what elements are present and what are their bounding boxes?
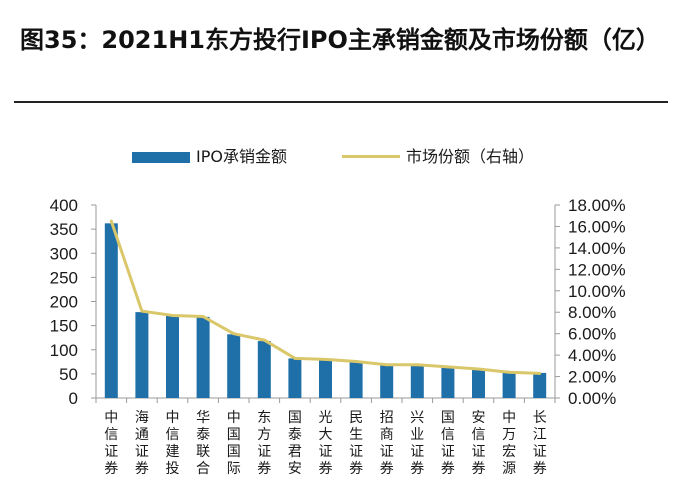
category-label: 长江证券 bbox=[533, 410, 547, 477]
bar bbox=[196, 316, 210, 398]
bar bbox=[349, 362, 363, 398]
category-label: 中信证券 bbox=[104, 410, 118, 477]
market-share-point bbox=[354, 360, 358, 364]
legend-swatch-bar bbox=[132, 152, 190, 163]
legend-label-ipo-amount: IPO承销金额 bbox=[196, 147, 287, 166]
category-label: 兴业证券 bbox=[410, 410, 424, 477]
right-axis-tick-label: 18.00% bbox=[568, 196, 626, 215]
bar bbox=[410, 365, 424, 398]
left-axis-tick-label: 300 bbox=[50, 244, 78, 263]
legend-swatch-line bbox=[342, 155, 400, 158]
bar bbox=[441, 367, 455, 398]
right-axis-tick-label: 4.00% bbox=[568, 346, 616, 365]
left-axis-tick-label: 100 bbox=[50, 341, 78, 360]
category-label: 招商证券 bbox=[380, 410, 394, 477]
category-label: 中国国际 bbox=[227, 410, 241, 477]
market-share-point bbox=[415, 363, 419, 367]
category-label: 民生证券 bbox=[349, 410, 363, 477]
market-share-point bbox=[324, 357, 327, 361]
left-axis-tick-label: 200 bbox=[50, 293, 78, 312]
market-share-point bbox=[507, 370, 511, 374]
market-share-point bbox=[293, 356, 297, 360]
bar bbox=[166, 315, 179, 398]
figure-title: 图35：2021H1东方投行IPO主承销金额及市场份额（亿） bbox=[20, 26, 660, 54]
right-axis-tick-label: 2.00% bbox=[568, 368, 616, 387]
left-axis-tick-label: 350 bbox=[50, 220, 78, 239]
category-label: 中万宏源 bbox=[502, 410, 516, 477]
title-divider bbox=[14, 101, 668, 103]
bar bbox=[257, 341, 271, 398]
bar bbox=[227, 334, 241, 398]
category-label: 国泰君安 bbox=[288, 410, 302, 477]
bar bbox=[135, 312, 149, 398]
left-axis-tick-label: 0 bbox=[69, 389, 78, 408]
bar bbox=[472, 369, 485, 398]
left-axis-tick-label: 250 bbox=[50, 268, 78, 287]
category-label: 东方证券 bbox=[257, 410, 271, 477]
bar bbox=[104, 223, 118, 398]
legend-label-market-share: 市场份额（右轴） bbox=[406, 147, 535, 166]
bar bbox=[502, 371, 516, 398]
left-axis-tick-label: 150 bbox=[50, 317, 78, 336]
market-share-point bbox=[385, 363, 389, 367]
bar bbox=[380, 365, 394, 398]
category-label: 华泰联合 bbox=[196, 410, 210, 477]
category-label: 光大证券 bbox=[319, 410, 333, 477]
right-axis-tick-label: 14.00% bbox=[568, 239, 626, 258]
right-axis-tick-label: 10.00% bbox=[568, 282, 626, 301]
right-axis-tick-label: 12.00% bbox=[568, 260, 626, 279]
market-share-point bbox=[232, 332, 236, 336]
market-share-point bbox=[538, 371, 542, 375]
bar bbox=[319, 360, 332, 398]
right-axis-tick-label: 6.00% bbox=[568, 325, 616, 344]
bar bbox=[288, 358, 302, 398]
right-axis-tick-label: 16.00% bbox=[568, 217, 626, 236]
category-label: 国信证券 bbox=[441, 410, 455, 477]
market-share-point bbox=[109, 219, 113, 223]
left-axis-tick-label: 50 bbox=[59, 365, 78, 384]
right-axis-tick-label: 8.00% bbox=[568, 303, 616, 322]
market-share-point bbox=[477, 367, 480, 371]
market-share-point bbox=[262, 338, 266, 342]
category-label: 海通证券 bbox=[135, 410, 149, 477]
market-share-point bbox=[140, 309, 144, 313]
right-axis-tick-label: 0.00% bbox=[568, 389, 616, 408]
market-share-point bbox=[171, 313, 174, 317]
category-label: 安信证券 bbox=[472, 410, 486, 477]
category-label: 中信建投 bbox=[166, 410, 180, 477]
bar bbox=[533, 372, 547, 398]
market-share-point bbox=[446, 365, 450, 369]
market-share-point bbox=[201, 315, 205, 319]
left-axis-tick-label: 400 bbox=[50, 196, 78, 215]
